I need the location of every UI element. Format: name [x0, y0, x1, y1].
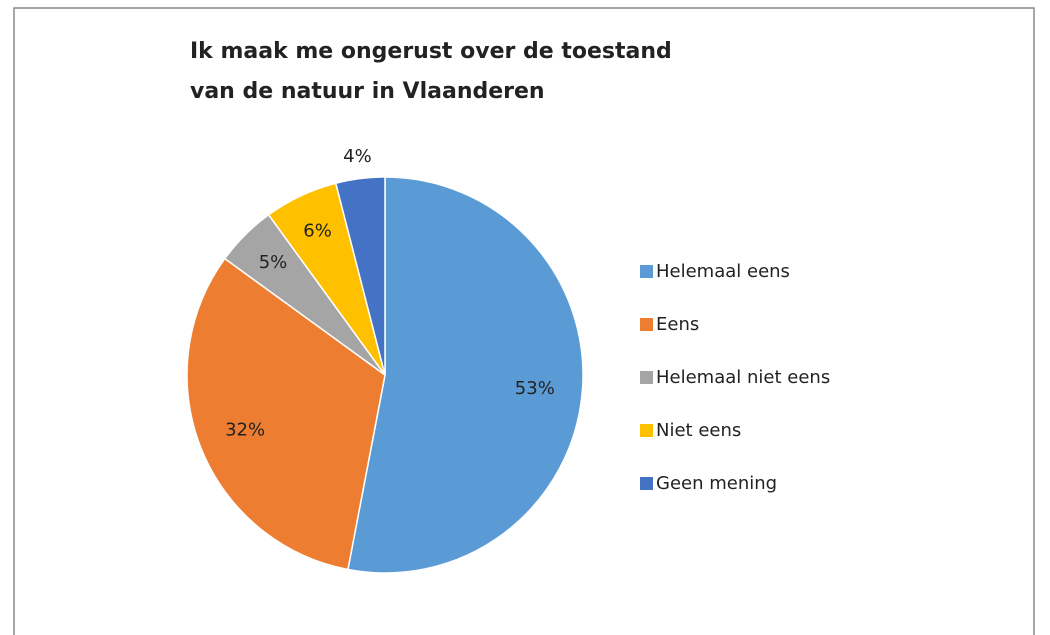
data-label: 4% — [343, 146, 372, 167]
legend-swatch — [640, 477, 653, 490]
legend-swatch — [640, 318, 653, 331]
legend-swatch — [640, 424, 653, 437]
data-label: 53% — [515, 378, 555, 399]
chart-title: Ik maak me ongerust over de toestand — [190, 39, 672, 64]
pie-slice — [334, 176, 386, 376]
legend-swatch — [640, 265, 653, 278]
legend-label: Eens — [656, 314, 699, 335]
chart-title: van de natuur in Vlaanderen — [190, 79, 545, 104]
data-label: 6% — [303, 221, 332, 242]
legend-label: Helemaal eens — [656, 261, 790, 282]
legend-label: Geen mening — [656, 473, 777, 494]
pie-slice — [186, 257, 386, 571]
legend-label: Niet eens — [656, 420, 741, 441]
data-label: 32% — [225, 419, 265, 440]
pie-slice — [347, 176, 584, 574]
legend-label: Helemaal niet eens — [656, 367, 830, 388]
data-label: 5% — [259, 252, 288, 273]
legend-swatch — [640, 371, 653, 384]
